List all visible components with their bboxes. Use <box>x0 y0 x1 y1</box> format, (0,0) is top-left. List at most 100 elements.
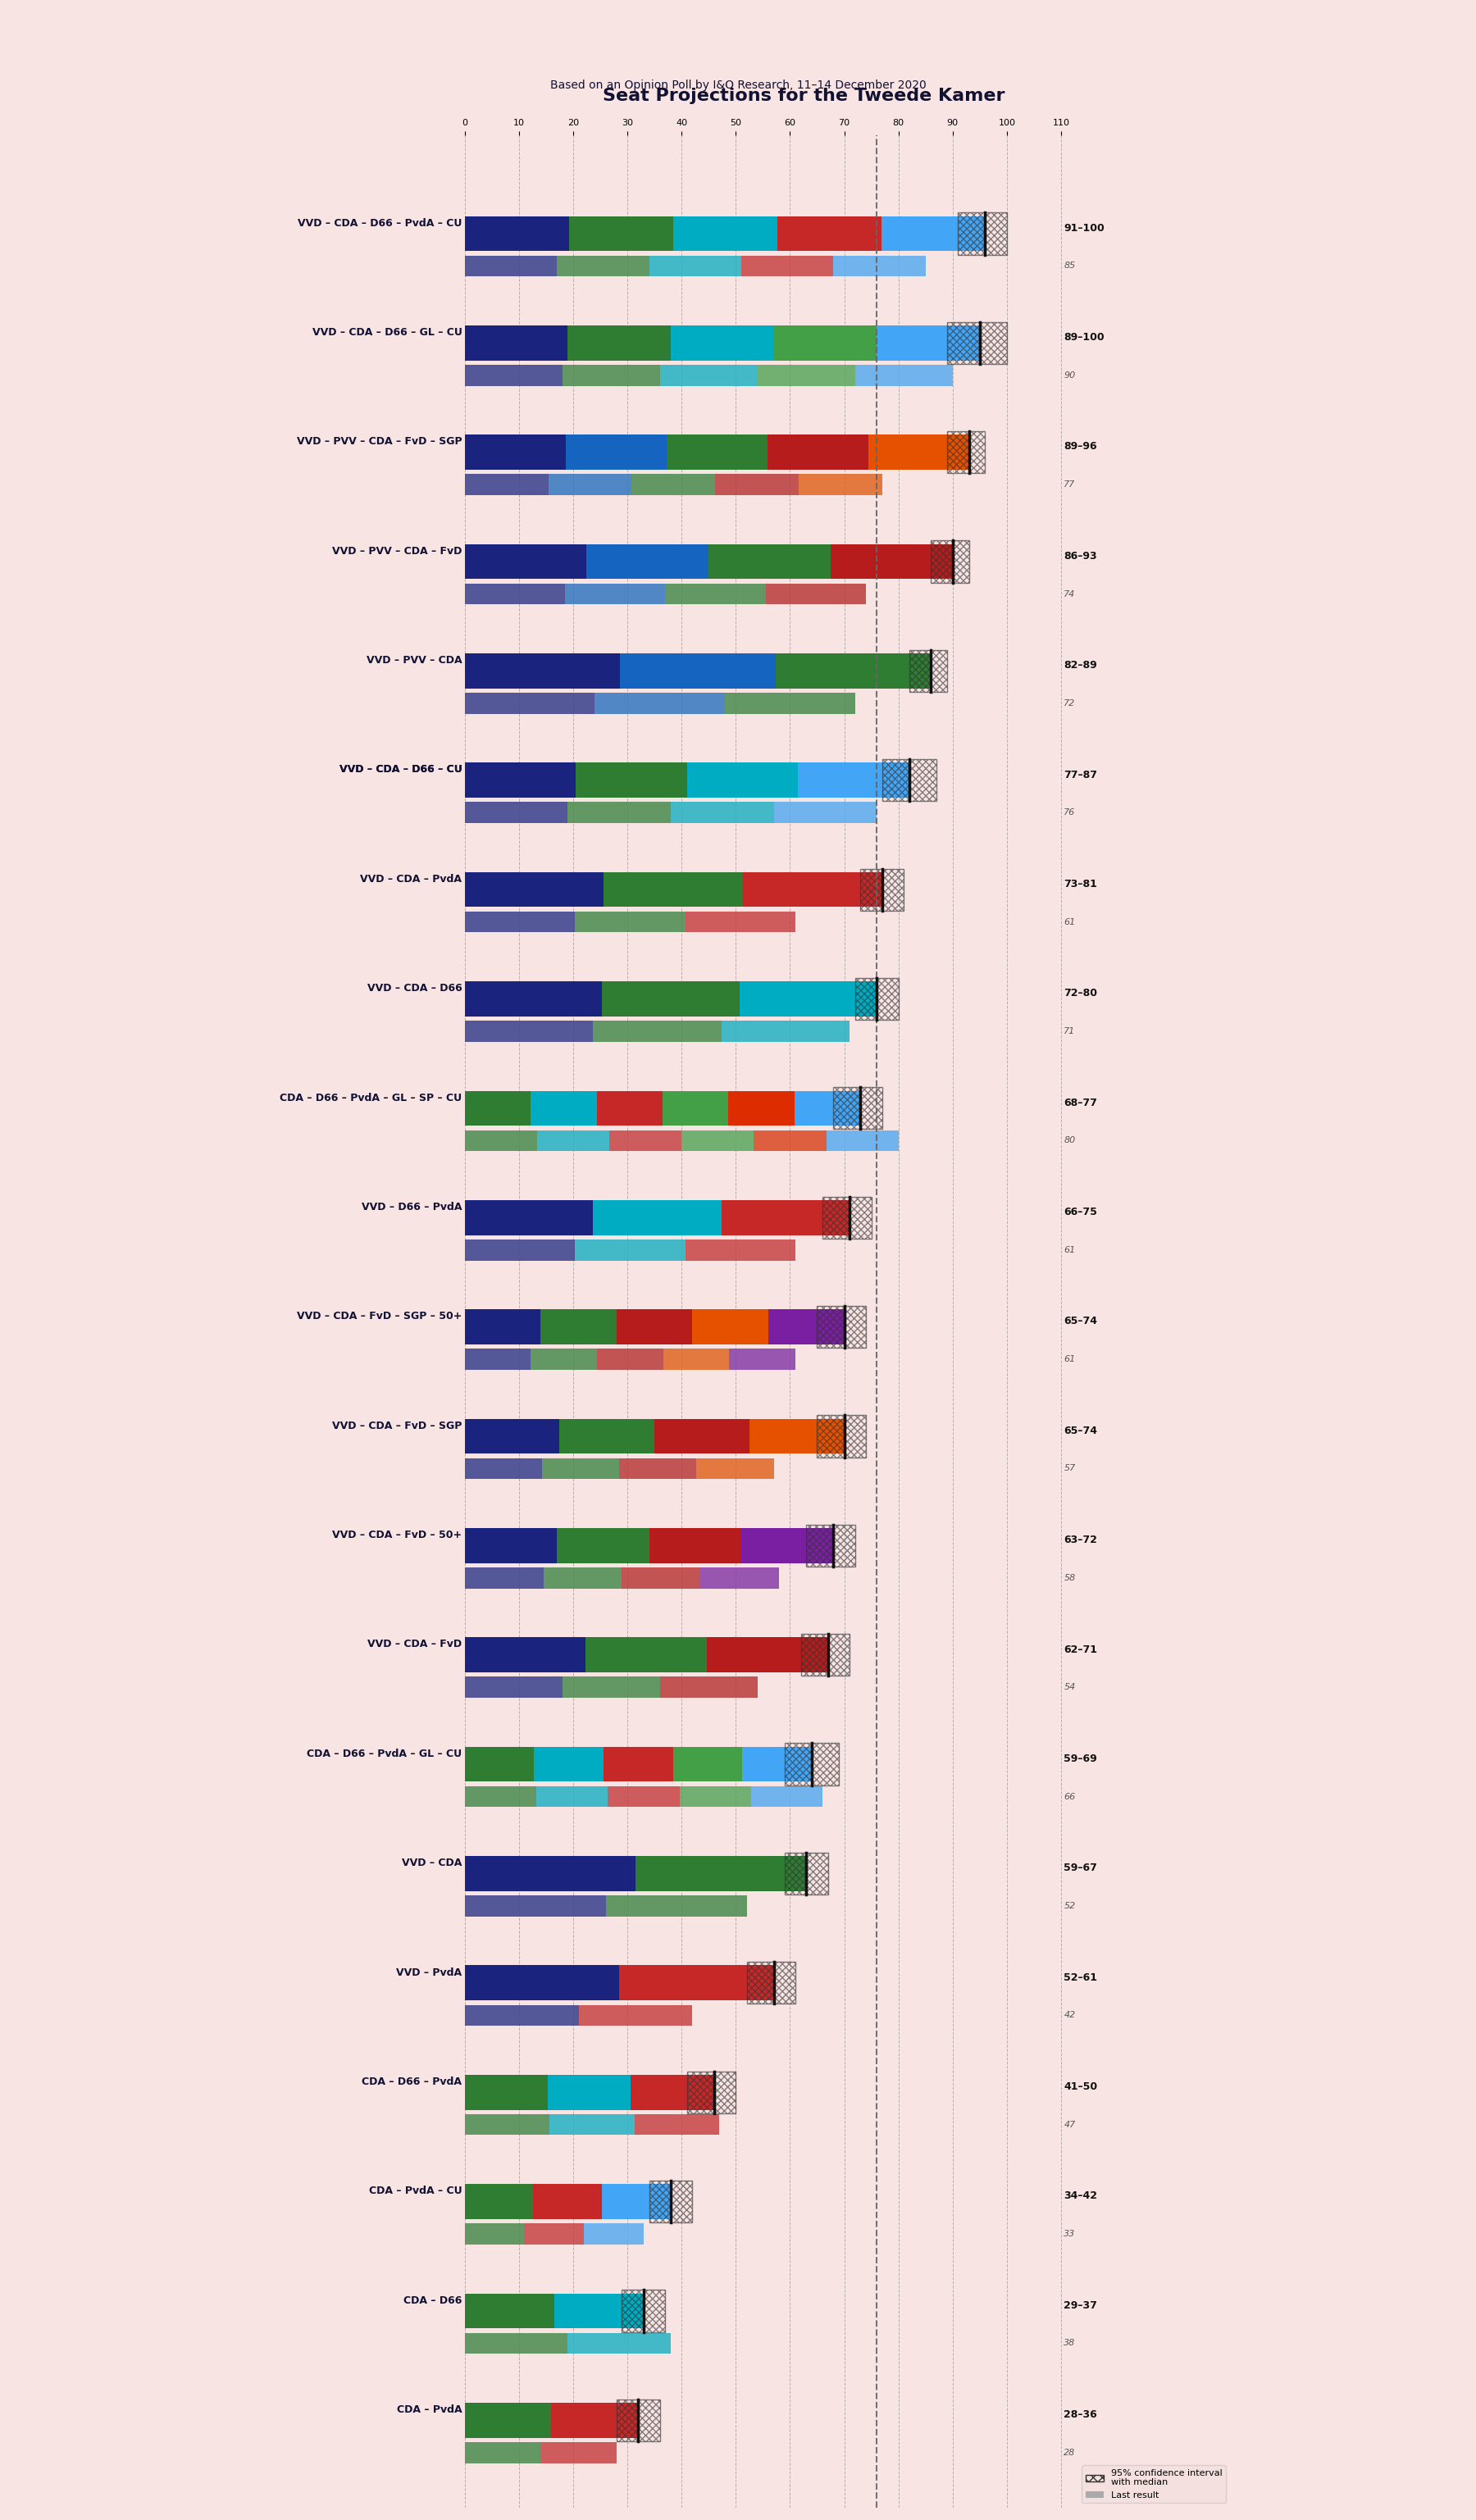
Bar <box>576 1240 685 1260</box>
Text: VVD – CDA – FvD: VVD – CDA – FvD <box>368 1638 462 1651</box>
Bar <box>806 1525 855 1567</box>
Text: 77–87: 77–87 <box>1064 769 1098 781</box>
Bar <box>562 1676 660 1698</box>
Bar <box>465 1021 593 1041</box>
Bar <box>465 980 602 1016</box>
Bar <box>465 1895 605 1915</box>
Text: 77: 77 <box>1064 481 1076 489</box>
Bar <box>465 801 568 824</box>
Bar <box>552 2402 638 2437</box>
Text: 29–37: 29–37 <box>1064 2301 1097 2311</box>
Bar <box>465 1348 796 1371</box>
Text: 82–89: 82–89 <box>1064 660 1097 670</box>
Bar <box>617 2399 660 2442</box>
Bar <box>861 869 903 910</box>
Bar <box>877 325 980 360</box>
Bar <box>660 365 757 386</box>
Bar <box>556 255 649 277</box>
Bar <box>855 978 899 1021</box>
Text: 89–96: 89–96 <box>1064 441 1097 451</box>
Bar <box>729 1348 796 1371</box>
Bar <box>465 2293 554 2328</box>
Bar <box>776 217 881 252</box>
Text: 65–74: 65–74 <box>1064 1426 1098 1436</box>
Bar <box>739 980 877 1016</box>
Text: 63–72: 63–72 <box>1064 1535 1097 1545</box>
Bar <box>785 1852 828 1895</box>
Text: 61: 61 <box>1064 1245 1076 1255</box>
Bar <box>741 1527 834 1562</box>
Bar <box>596 1348 663 1371</box>
Bar <box>556 1527 649 1562</box>
Text: VVD – CDA – FvD – SGP – 50+: VVD – CDA – FvD – SGP – 50+ <box>297 1310 462 1320</box>
Bar <box>742 872 883 907</box>
Bar <box>576 912 685 932</box>
Bar <box>465 1419 559 1454</box>
Bar <box>465 217 568 252</box>
Bar <box>608 1787 679 1807</box>
Text: 34–42: 34–42 <box>1064 2190 1098 2202</box>
Bar <box>621 1567 701 1588</box>
Bar <box>794 1091 861 1126</box>
Bar <box>540 2442 617 2462</box>
Text: VVD – CDA – D66 – GL – CU: VVD – CDA – D66 – GL – CU <box>311 328 462 338</box>
Text: 42: 42 <box>1064 2011 1076 2019</box>
Bar <box>754 1129 827 1152</box>
Bar <box>948 431 984 474</box>
Bar <box>465 436 565 469</box>
Text: 33: 33 <box>1064 2230 1076 2238</box>
Bar <box>822 1197 871 1237</box>
Bar <box>620 1966 773 2001</box>
Bar <box>883 759 936 801</box>
Bar <box>531 1348 596 1371</box>
Bar <box>465 764 576 799</box>
Bar <box>559 1419 654 1454</box>
Bar <box>565 436 666 469</box>
Bar <box>785 1744 838 1784</box>
Title: Seat Projections for the Tweede Kamer: Seat Projections for the Tweede Kamer <box>602 88 1005 103</box>
Bar <box>465 1310 540 1343</box>
Bar <box>729 1091 794 1126</box>
Text: CDA – D66 – PvdA – GL – CU: CDA – D66 – PvdA – GL – CU <box>307 1749 462 1759</box>
Bar <box>881 217 984 252</box>
Bar <box>610 1129 682 1152</box>
Text: 68–77: 68–77 <box>1064 1096 1097 1109</box>
Bar <box>465 2223 524 2245</box>
Bar <box>465 2074 548 2109</box>
Bar <box>465 1787 822 1807</box>
Bar <box>685 1240 796 1260</box>
Bar <box>465 1676 757 1698</box>
Text: 76: 76 <box>1064 809 1076 816</box>
Bar <box>465 2114 719 2134</box>
Bar <box>465 2114 549 2134</box>
Text: Based on an Opinion Poll by I&O Research, 11–14 December 2020: Based on an Opinion Poll by I&O Research… <box>551 78 925 91</box>
Bar <box>465 2006 692 2026</box>
Text: CDA – D66 – PvdA: CDA – D66 – PvdA <box>362 2076 462 2087</box>
Bar <box>632 474 716 494</box>
Bar <box>708 544 831 580</box>
Text: 74: 74 <box>1064 590 1076 597</box>
Bar <box>799 764 909 799</box>
Bar <box>818 1416 866 1457</box>
Bar <box>465 912 576 932</box>
Bar <box>465 912 796 932</box>
Bar <box>565 585 666 605</box>
Bar <box>673 1746 742 1782</box>
Bar <box>649 255 741 277</box>
Bar <box>554 2293 644 2328</box>
Bar <box>465 2334 568 2354</box>
Bar <box>722 1200 850 1235</box>
Bar <box>722 1021 850 1041</box>
Bar <box>465 2185 533 2220</box>
Bar <box>682 1129 754 1152</box>
Bar <box>604 872 742 907</box>
Bar <box>775 653 931 688</box>
Bar <box>751 1787 822 1807</box>
Bar <box>465 2442 617 2462</box>
Bar <box>958 212 1007 255</box>
Bar <box>576 764 686 799</box>
Bar <box>465 1746 534 1782</box>
Bar <box>742 1746 812 1782</box>
Text: 66–75: 66–75 <box>1064 1207 1097 1217</box>
Text: VVD – CDA – D66 – CU: VVD – CDA – D66 – CU <box>339 764 462 776</box>
